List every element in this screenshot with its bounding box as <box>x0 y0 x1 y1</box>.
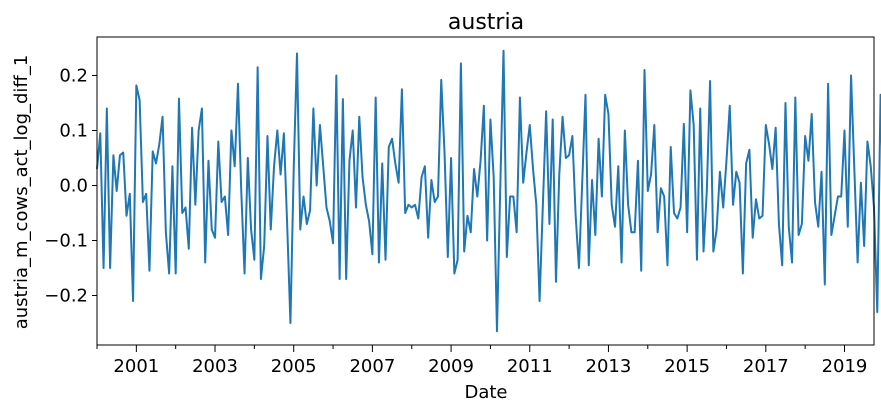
y-axis: 0.2 0.1 0.0 −0.1 −0.2 <box>44 66 97 307</box>
x-tick-label: 2015 <box>664 356 710 377</box>
y-tick-label: 0.2 <box>59 66 88 87</box>
x-tick-label: 2013 <box>586 356 632 377</box>
x-tick-label: 2011 <box>507 356 553 377</box>
x-tick-label: 2001 <box>113 356 159 377</box>
x-axis: 2001 2003 2005 2007 2009 2011 2013 2015 2017 2019 <box>96 345 868 377</box>
series-line-0 <box>96 49 881 333</box>
x-tick-label: 2003 <box>192 356 238 377</box>
x-tick-label: 2009 <box>428 356 474 377</box>
x-tick-label: 2017 <box>743 356 789 377</box>
y-tick-label: 0.1 <box>59 121 88 142</box>
y-tick-label: 0.0 <box>59 176 88 197</box>
plot-frame <box>96 36 875 346</box>
x-tick-label: 2007 <box>349 356 395 377</box>
x-tick-label: 2005 <box>271 356 317 377</box>
y-tick-label: −0.1 <box>44 231 88 252</box>
chart-title: austria <box>448 10 524 35</box>
y-tick-label: −0.2 <box>44 286 88 307</box>
x-tick-label: 2019 <box>822 356 868 377</box>
y-axis-label: austria_m_cows_act_log_diff_1 <box>11 55 32 330</box>
x-axis-label: Date <box>464 382 507 403</box>
plot-area <box>96 49 881 333</box>
